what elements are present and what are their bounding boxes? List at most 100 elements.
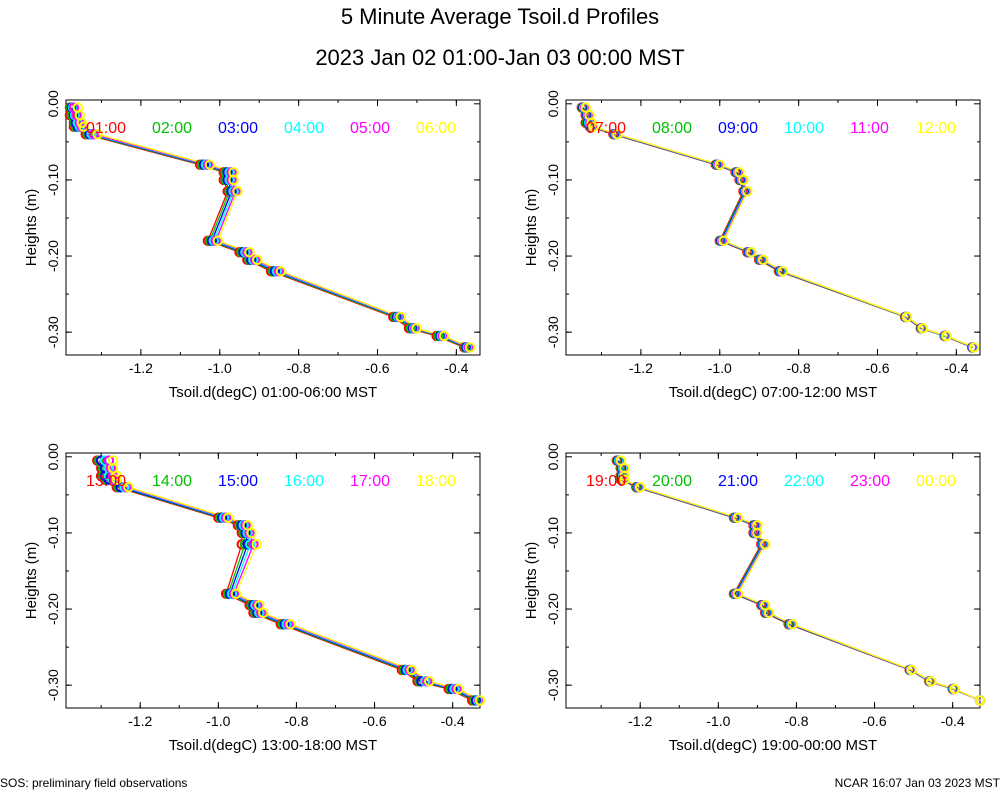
x-tick-label: -1.2	[128, 713, 152, 729]
plot-frame	[65, 452, 481, 709]
legend-label-1800: 18:00	[416, 473, 456, 490]
legend-label-0600: 06:00	[416, 120, 456, 137]
y-tick-label: -0.20	[545, 240, 561, 272]
data-point	[92, 129, 103, 140]
data-point	[941, 330, 952, 342]
x-tick-label: -0.4	[941, 713, 965, 729]
data-point	[787, 619, 798, 630]
x-tick-label: -0.8	[784, 713, 808, 729]
data-point	[464, 342, 476, 353]
x-tick-label: -1.2	[129, 360, 153, 376]
data-point	[406, 664, 417, 676]
y-tick-label: 0.00	[545, 90, 561, 117]
data-point	[258, 607, 269, 619]
legend-label-0200: 02:00	[152, 120, 192, 137]
chart-title: 5 Minute Average Tsoil.d Profiles	[340, 4, 660, 29]
data-point	[230, 588, 242, 600]
series-line-2200	[618, 460, 981, 701]
data-point	[395, 311, 406, 323]
chart-panel-3: -1.2 -1.0 -0.8 -0.6 -0.4 0.00 -0.10 -0.20 -0.30 T…	[23, 443, 486, 754]
data-point	[763, 607, 775, 619]
series-line-0700	[581, 107, 973, 349]
data-point	[612, 129, 623, 140]
x-tick-label: -0.4	[441, 713, 465, 729]
series-line-1800	[112, 460, 481, 701]
x-tick-label: -0.8	[284, 713, 308, 729]
y-axis-label: Heights (m)	[523, 189, 540, 267]
legend-label-0300: 03:00	[218, 120, 258, 137]
y-tick-label: -0.10	[545, 517, 561, 549]
data-point	[757, 254, 769, 266]
data-point	[204, 159, 216, 170]
y-tick-label: 0.00	[545, 443, 561, 470]
data-point	[111, 474, 122, 485]
x-axis-label: Tsoil.d(degC) 19:00-00:00 MST	[669, 737, 877, 754]
legend-label-1000: 10:00	[784, 120, 824, 137]
x-tick-label: -1.2	[629, 360, 653, 376]
legend-label-0400: 04:00	[284, 120, 324, 137]
data-point	[411, 323, 422, 334]
data-point	[244, 247, 255, 258]
data-point	[906, 664, 917, 676]
x-tick-label: -1.0	[706, 713, 730, 729]
series-line-0600	[77, 107, 471, 348]
y-tick-label: -0.30	[545, 669, 561, 701]
data-point	[588, 121, 599, 132]
series-line-2300	[619, 460, 981, 701]
x-tick-label: -0.6	[865, 360, 889, 376]
y-tick-label: 0.00	[45, 90, 61, 117]
data-point	[732, 588, 744, 600]
data-point	[252, 254, 263, 266]
data-point	[718, 235, 729, 247]
legend-label-1200: 12:00	[916, 120, 956, 137]
data-point	[111, 470, 122, 482]
data-point	[275, 266, 287, 277]
x-tick-label: -0.8	[287, 360, 311, 376]
x-tick-label: -0.4	[944, 360, 968, 376]
legend-label-1500: 15:00	[218, 473, 258, 490]
footer-left: SOS: preliminary field observations	[0, 776, 188, 790]
x-tick-label: -0.6	[862, 713, 886, 729]
legend-label-2300: 23:00	[850, 473, 890, 490]
x-axis-label: Tsoil.d(degC) 07:00-12:00 MST	[669, 384, 877, 401]
x-tick-label: -1.0	[208, 360, 232, 376]
data-point	[777, 266, 789, 277]
data-point	[245, 539, 256, 550]
x-tick-label: -0.4	[444, 360, 468, 376]
plot-frame	[565, 99, 981, 356]
chart-panel-4: -1.2 -1.0 -0.8 -0.6 -0.4 0.00 -0.10 -0.20 -0.30 T…	[523, 443, 986, 754]
series-line-0800	[582, 107, 973, 349]
legend-label-1900: 19:00	[586, 473, 626, 490]
data-point	[222, 512, 234, 523]
data-point	[212, 235, 224, 247]
y-axis-label: Heights (m)	[23, 189, 40, 267]
y-tick-label: -0.30	[545, 316, 561, 348]
data-point	[635, 482, 646, 493]
x-tick-label: -0.6	[362, 713, 386, 729]
data-point	[453, 683, 464, 695]
legend-label-0000: 00:00	[916, 473, 956, 490]
legend-label-0800: 08:00	[652, 120, 692, 137]
legend-label-1700: 17:00	[350, 473, 390, 490]
data-point	[123, 482, 134, 493]
data-point	[742, 186, 753, 197]
data-point	[246, 527, 257, 539]
y-tick-label: -0.30	[45, 669, 61, 701]
x-axis-label: Tsoil.d(degC) 13:00-18:00 MST	[169, 737, 377, 754]
data-point	[232, 186, 243, 197]
y-tick-label: -0.10	[45, 517, 61, 549]
chart-panel-1: -1.2 -1.0 -0.8 -0.6 -0.4 0.00 -0.10 -0.20 -0.30 T…	[23, 90, 481, 401]
data-point	[759, 539, 771, 550]
series-line-2100	[617, 460, 981, 701]
y-tick-label: -0.20	[545, 593, 561, 625]
y-axis-label: Heights (m)	[523, 542, 540, 620]
legend-label-0900: 09:00	[718, 120, 758, 137]
data-point	[732, 512, 744, 523]
data-point	[619, 474, 630, 485]
x-tick-label: -1.0	[206, 713, 230, 729]
data-point	[88, 129, 99, 140]
data-point	[438, 330, 450, 342]
footer-right: NCAR 16:07 Jan 03 2023 MST	[834, 776, 1000, 790]
series-line-1700	[108, 460, 480, 701]
